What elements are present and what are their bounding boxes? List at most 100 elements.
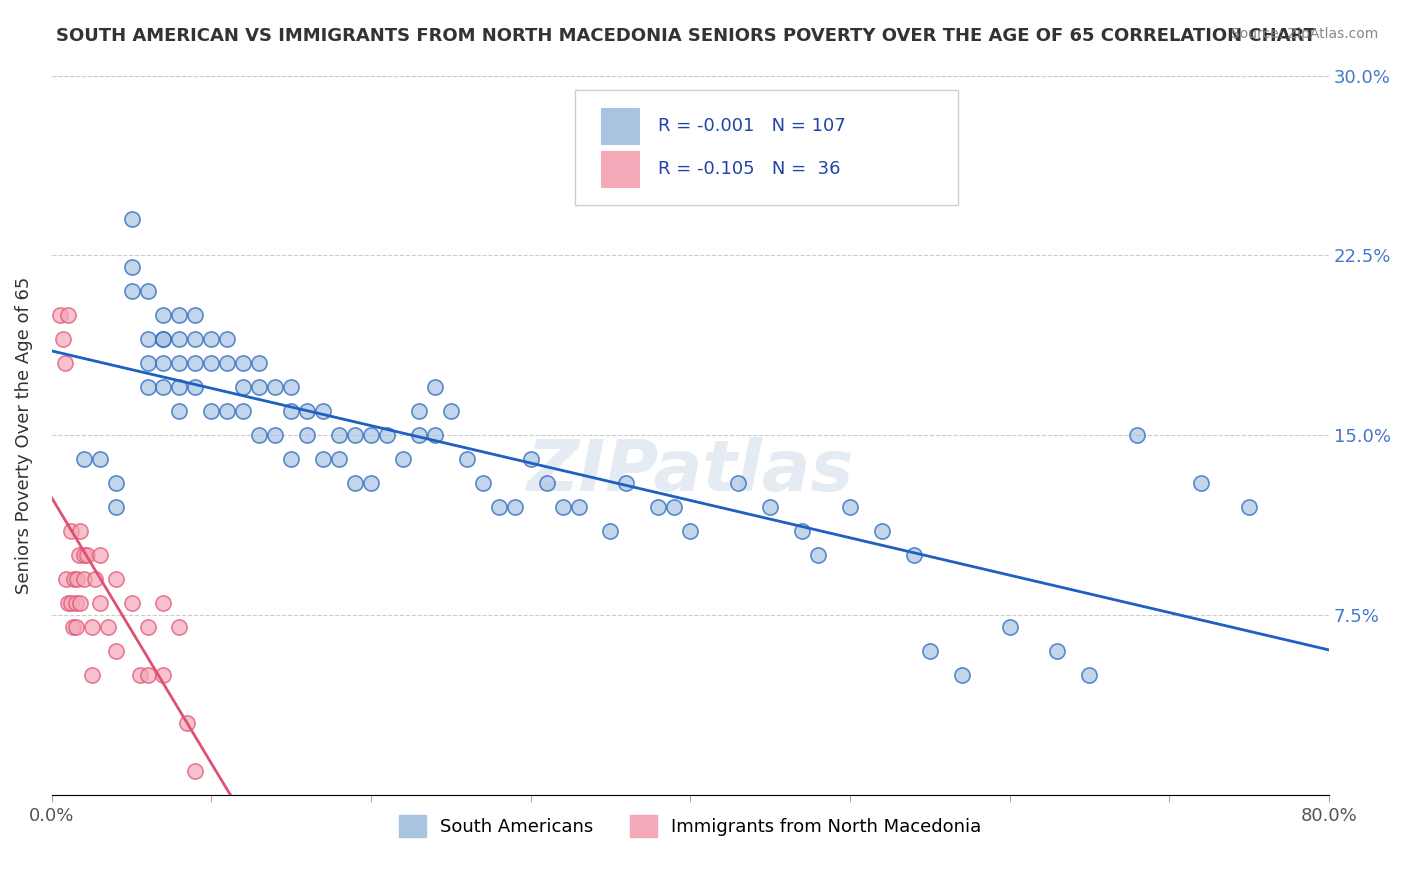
Point [217, 404, 239, 418]
Point [48, 309, 70, 323]
Point [280, 380, 302, 394]
Point [247, 356, 270, 370]
Point [312, 404, 335, 418]
Point [344, 428, 367, 442]
Point [408, 428, 430, 442]
Point [152, 333, 174, 347]
Point [870, 524, 893, 539]
Point [136, 668, 159, 682]
Point [128, 668, 150, 682]
Point [169, 404, 191, 418]
Point [200, 356, 222, 370]
Point [121, 260, 143, 275]
Point [807, 549, 830, 563]
Point [104, 644, 127, 658]
Point [152, 668, 174, 682]
Point [73, 549, 96, 563]
Point [360, 428, 382, 442]
Point [104, 476, 127, 491]
Point [184, 356, 207, 370]
Point [295, 428, 318, 442]
Point [360, 476, 382, 491]
Point [152, 596, 174, 610]
Point [89, 549, 111, 563]
Point [59, 524, 82, 539]
Point [1189, 476, 1212, 491]
Point [169, 356, 191, 370]
Point [423, 428, 446, 442]
Point [264, 428, 287, 442]
Point [1078, 668, 1101, 682]
FancyBboxPatch shape [575, 90, 959, 205]
Point [169, 380, 191, 394]
Point [136, 333, 159, 347]
Point [488, 500, 510, 515]
Text: ZIPatlas: ZIPatlas [527, 437, 853, 506]
Point [136, 285, 159, 299]
Point [1237, 500, 1260, 515]
Point [184, 309, 207, 323]
Point [344, 476, 367, 491]
Point [647, 500, 669, 515]
Point [727, 476, 749, 491]
Point [1046, 644, 1069, 658]
Point [136, 380, 159, 394]
Point [536, 476, 558, 491]
Point [89, 596, 111, 610]
Point [312, 452, 335, 467]
Point [63, 573, 86, 587]
Point [66, 573, 89, 587]
Point [56, 596, 79, 610]
Text: R = -0.105   N =  36: R = -0.105 N = 36 [658, 160, 841, 178]
Point [232, 380, 254, 394]
Point [280, 404, 302, 418]
Point [503, 500, 526, 515]
Point [247, 428, 270, 442]
Text: R = -0.001   N = 107: R = -0.001 N = 107 [658, 117, 846, 135]
Point [247, 380, 270, 394]
Point [89, 452, 111, 467]
Point [169, 620, 191, 634]
Point [567, 500, 589, 515]
Point [76, 549, 98, 563]
Point [998, 620, 1021, 634]
Point [599, 524, 621, 539]
Point [184, 764, 207, 779]
Point [56, 309, 79, 323]
Point [104, 500, 127, 515]
Point [169, 309, 191, 323]
Point [65, 620, 87, 634]
Point [52, 333, 75, 347]
Point [616, 476, 638, 491]
Point [53, 356, 76, 370]
Point [280, 452, 302, 467]
Point [65, 596, 87, 610]
Point [121, 212, 143, 227]
Point [80, 620, 103, 634]
Point [679, 524, 702, 539]
Point [83, 573, 105, 587]
Point [104, 573, 127, 587]
Text: SOUTH AMERICAN VS IMMIGRANTS FROM NORTH MACEDONIA SENIORS POVERTY OVER THE AGE O: SOUTH AMERICAN VS IMMIGRANTS FROM NORTH … [56, 27, 1316, 45]
Point [152, 333, 174, 347]
Point [200, 333, 222, 347]
Point [152, 380, 174, 394]
Point [375, 428, 398, 442]
Point [73, 452, 96, 467]
Point [903, 549, 925, 563]
Y-axis label: Seniors Poverty Over the Age of 65: Seniors Poverty Over the Age of 65 [15, 277, 32, 594]
Point [456, 452, 478, 467]
Point [328, 428, 350, 442]
Point [408, 404, 430, 418]
Legend: South Americans, Immigrants from North Macedonia: South Americans, Immigrants from North M… [392, 807, 988, 844]
Point [67, 549, 90, 563]
Point [232, 356, 254, 370]
Point [136, 356, 159, 370]
Point [790, 524, 813, 539]
Point [69, 524, 91, 539]
Point [918, 644, 941, 658]
Point [121, 285, 143, 299]
Point [295, 404, 318, 418]
Point [59, 596, 82, 610]
Point [759, 500, 782, 515]
